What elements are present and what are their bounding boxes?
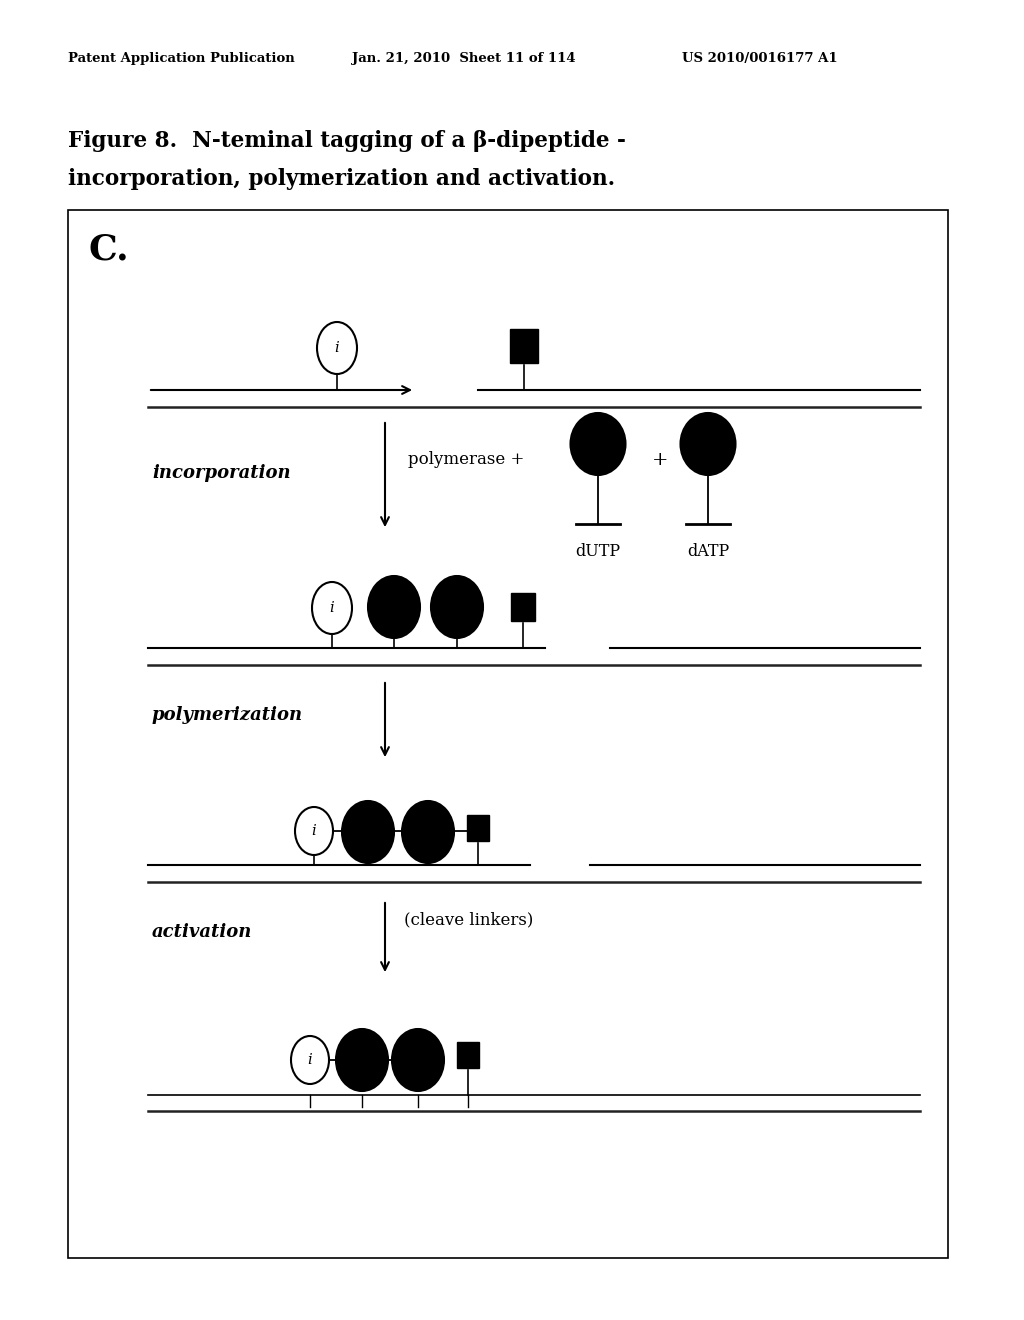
Ellipse shape (291, 1036, 329, 1084)
Bar (68, 210, 948, 1258)
Ellipse shape (431, 576, 483, 638)
Bar (467, 814, 489, 841)
Bar (511, 593, 535, 620)
Text: polymerase +: polymerase + (408, 451, 524, 469)
Text: Jan. 21, 2010  Sheet 11 of 114: Jan. 21, 2010 Sheet 11 of 114 (352, 51, 575, 65)
Ellipse shape (402, 801, 454, 863)
Text: C.: C. (88, 232, 129, 267)
Ellipse shape (570, 413, 626, 475)
Text: i: i (311, 824, 316, 838)
Text: incorporation: incorporation (152, 465, 291, 482)
Text: i: i (307, 1053, 312, 1067)
Ellipse shape (336, 1030, 388, 1092)
Text: Figure 8.  N-teminal tagging of a β-dipeptide -: Figure 8. N-teminal tagging of a β-dipep… (68, 129, 626, 152)
Ellipse shape (681, 413, 735, 475)
Text: US 2010/0016177 A1: US 2010/0016177 A1 (682, 51, 838, 65)
Bar (457, 1041, 479, 1068)
Text: activation: activation (152, 923, 252, 941)
Bar (510, 329, 538, 363)
Ellipse shape (342, 801, 394, 863)
Text: polymerization: polymerization (152, 706, 303, 723)
Text: +: + (651, 451, 669, 469)
Text: incorporation, polymerization and activation.: incorporation, polymerization and activa… (68, 168, 615, 190)
Text: Patent Application Publication: Patent Application Publication (68, 51, 295, 65)
Text: dATP: dATP (687, 543, 729, 560)
Text: i: i (330, 601, 334, 615)
Text: i: i (335, 341, 339, 355)
Ellipse shape (317, 322, 357, 374)
Text: dUTP: dUTP (575, 543, 621, 560)
Ellipse shape (392, 1030, 444, 1092)
Ellipse shape (295, 807, 333, 855)
Ellipse shape (368, 576, 420, 638)
Text: (cleave linkers): (cleave linkers) (404, 912, 534, 928)
Ellipse shape (312, 582, 352, 634)
